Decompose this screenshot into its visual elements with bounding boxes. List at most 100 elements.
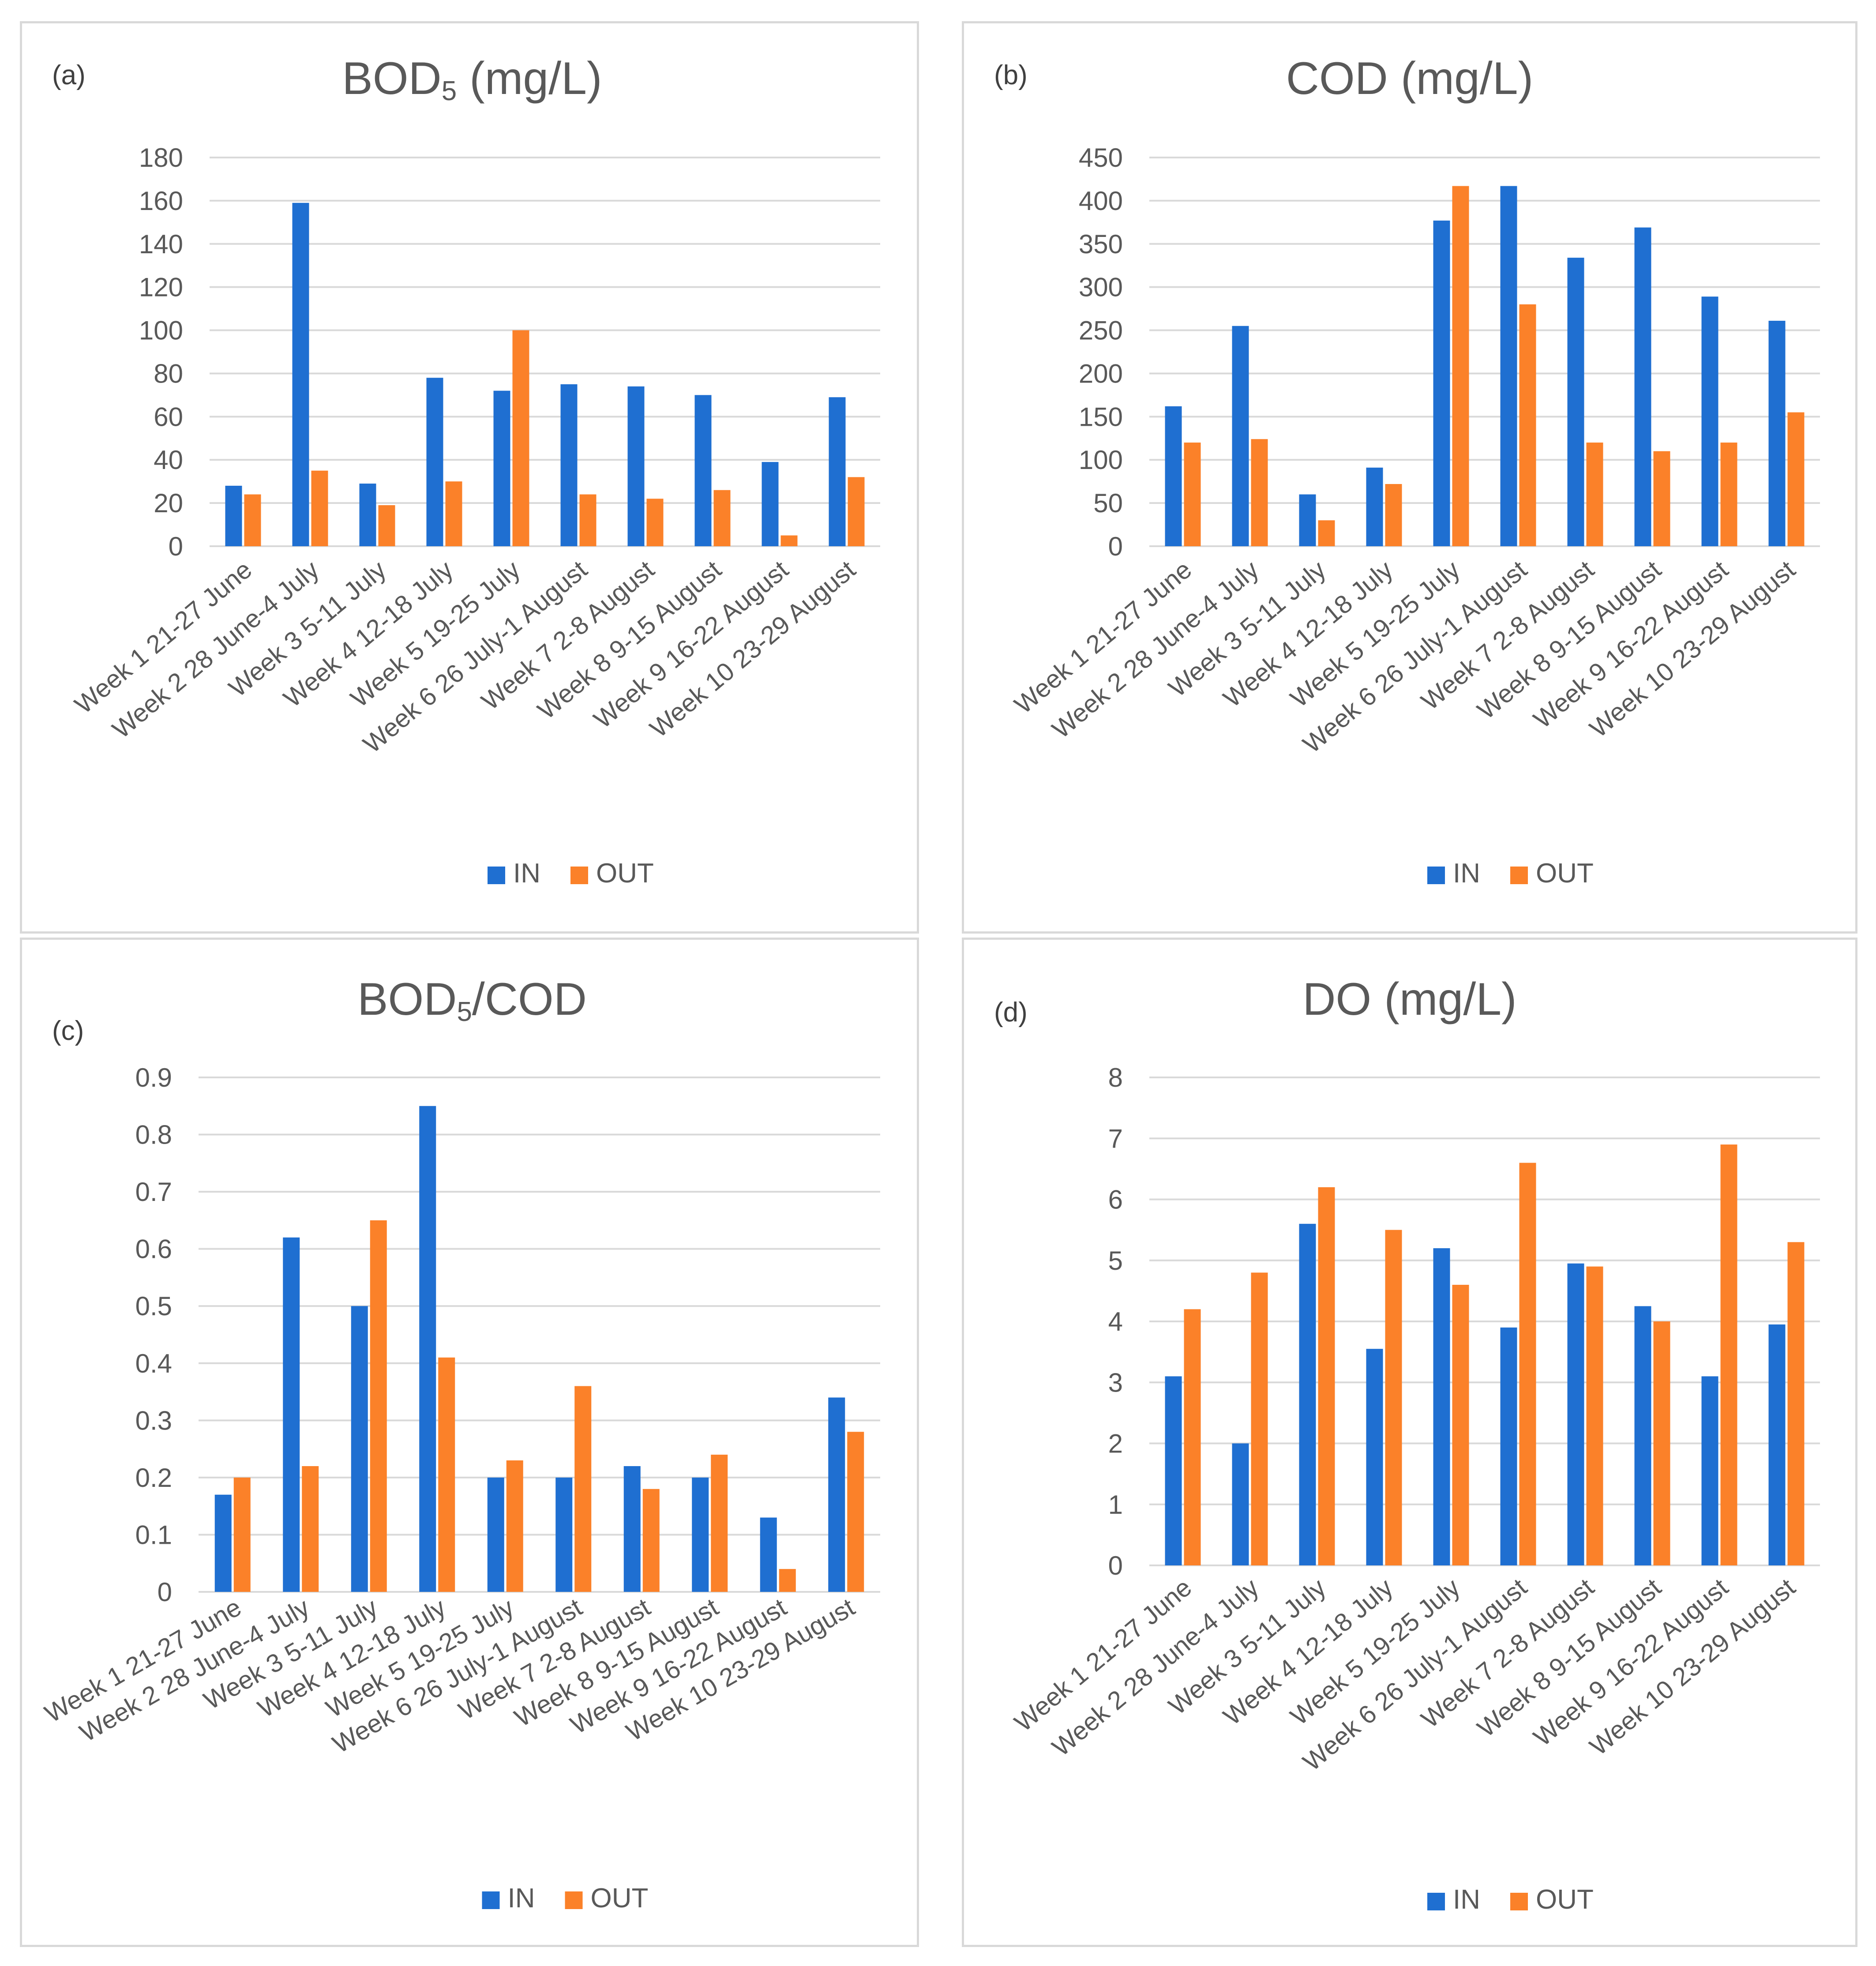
legend-swatch-out xyxy=(570,867,588,884)
y-tick-label: 5 xyxy=(1108,1246,1123,1276)
bar-out xyxy=(711,1455,728,1592)
bar-out xyxy=(233,1477,251,1592)
legend-swatch-out xyxy=(1510,1893,1528,1910)
bar-in xyxy=(1634,1306,1651,1565)
bar-in xyxy=(1232,326,1249,546)
bar-in xyxy=(1500,186,1517,546)
chart-title-main: COD (mg/L) xyxy=(1286,53,1533,104)
y-tick-label: 0 xyxy=(169,532,183,561)
y-tick-label: 4 xyxy=(1108,1307,1123,1336)
bar-out xyxy=(1653,451,1670,546)
chart-title-rest: (mg/L) xyxy=(457,53,602,104)
bar-out xyxy=(1318,520,1335,546)
bar-out xyxy=(506,1460,523,1592)
panel-letter: (b) xyxy=(994,60,1028,90)
bar-out xyxy=(438,1357,455,1592)
y-tick-label: 8 xyxy=(1108,1063,1123,1092)
y-tick-label: 450 xyxy=(1079,143,1123,173)
y-tick-label: 200 xyxy=(1079,359,1123,388)
bar-in xyxy=(692,1477,709,1592)
legend-swatch-in xyxy=(1427,867,1445,884)
y-tick-label: 350 xyxy=(1079,229,1123,259)
y-tick-label: 0.8 xyxy=(135,1120,172,1150)
bar-out xyxy=(244,494,261,546)
y-tick-label: 0.9 xyxy=(135,1063,172,1092)
bar-in xyxy=(1768,321,1786,546)
bar-out xyxy=(311,470,328,546)
bar-in xyxy=(426,378,443,546)
chart-title-subscript: 5 xyxy=(442,76,457,106)
y-tick-label: 0.7 xyxy=(135,1177,172,1207)
bar-out xyxy=(512,330,529,546)
y-tick-label: 150 xyxy=(1079,402,1123,431)
bar-out xyxy=(1385,484,1402,546)
panel-letter: (c) xyxy=(52,1016,84,1046)
bar-in xyxy=(1366,1349,1383,1565)
y-tick-label: 6 xyxy=(1108,1185,1123,1215)
bar-in xyxy=(225,485,242,546)
chart-svg-bod5: (a) BOD5 (mg/L)020406080100120140160180We… xyxy=(52,53,880,889)
legend-label-in: IN xyxy=(508,1883,535,1913)
y-tick-label: 300 xyxy=(1079,273,1123,302)
legend-label-out: OUT xyxy=(596,858,654,889)
legend-label-in: IN xyxy=(1453,858,1480,889)
chart-panel-do: (d) DO (mg/L) 0 1 2 3 4 5 6 7 8 Week 1 21-27 June We… xyxy=(962,938,1857,1947)
y-tick-label: 7 xyxy=(1108,1124,1123,1153)
bar-out xyxy=(713,490,731,546)
legend-label-out: OUT xyxy=(1536,1884,1594,1915)
y-tick-label: 250 xyxy=(1079,316,1123,345)
bar-in xyxy=(1232,1443,1249,1565)
legend-swatch-out xyxy=(565,1891,583,1909)
y-tick-label: 2 xyxy=(1108,1429,1123,1459)
bar-in xyxy=(1701,296,1718,546)
bar-out xyxy=(1452,186,1469,546)
chart-panel-bod5-cod: (c) BOD5/COD 0 0.1 0.2 0.3 0.4 0.5 0.6 0.7 0.8 0.9 W… xyxy=(20,938,919,1947)
chart-panel-cod: (b) COD (mg/L) 0 50 100 150 200 250 300 350 400 450… xyxy=(962,21,1857,934)
bar-in xyxy=(1768,1324,1786,1565)
y-tick-label: 0.1 xyxy=(135,1520,172,1550)
bar-out xyxy=(1787,1242,1805,1565)
y-tick-label: 160 xyxy=(139,186,183,216)
bar-out xyxy=(779,1569,796,1592)
bar-in xyxy=(351,1306,368,1592)
bar-out xyxy=(370,1220,387,1592)
bar-in xyxy=(1165,1376,1182,1565)
bar-in xyxy=(1500,1327,1517,1565)
bar-in xyxy=(1567,258,1584,546)
y-tick-label: 100 xyxy=(139,316,183,345)
bar-in xyxy=(1165,406,1182,546)
y-tick-label: 40 xyxy=(154,445,183,475)
bar-out xyxy=(579,494,597,546)
legend-swatch-in xyxy=(482,1891,500,1909)
bar-out xyxy=(574,1386,592,1592)
y-tick-label: 0 xyxy=(1108,532,1123,561)
bar-out xyxy=(848,477,865,546)
bar-out xyxy=(378,505,395,546)
bar-out xyxy=(1653,1321,1670,1565)
bar-out xyxy=(1519,304,1536,546)
bar-in xyxy=(762,462,779,546)
y-tick-label: 0.3 xyxy=(135,1406,172,1435)
chart-title: COD (mg/L) xyxy=(1286,53,1533,104)
y-tick-label: 60 xyxy=(154,402,183,431)
bar-in xyxy=(623,1466,641,1592)
bar-out xyxy=(1519,1163,1536,1565)
bar-out xyxy=(445,481,462,546)
bar-out xyxy=(1251,1272,1268,1565)
bar-in xyxy=(1634,227,1651,546)
bar-in xyxy=(1299,1223,1316,1565)
y-tick-label: 180 xyxy=(139,143,183,173)
y-tick-label: 0 xyxy=(1108,1551,1123,1580)
bar-in xyxy=(828,1397,845,1592)
y-tick-label: 400 xyxy=(1079,186,1123,216)
bar-in xyxy=(283,1237,300,1592)
y-tick-label: 0.2 xyxy=(135,1463,172,1493)
legend-label-in: IN xyxy=(1453,1884,1480,1915)
bar-in xyxy=(560,384,578,546)
y-tick-label: 120 xyxy=(139,273,183,302)
y-tick-label: 0.4 xyxy=(135,1349,172,1378)
chart-title-subscript: 5 xyxy=(457,997,472,1027)
bar-out xyxy=(1385,1230,1402,1565)
chart-title-main: BOD xyxy=(342,53,441,104)
bar-in xyxy=(487,1477,504,1592)
